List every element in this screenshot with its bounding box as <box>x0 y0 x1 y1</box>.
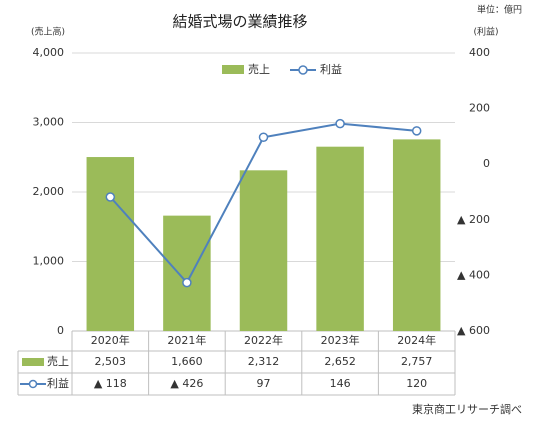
y-tick-label: 0 <box>57 324 64 337</box>
line-marker <box>258 132 269 142</box>
table-key-marker <box>28 379 38 389</box>
y-tick-label: 1,000 <box>33 255 65 268</box>
table-value: 97 <box>257 377 271 390</box>
y2-tick-label: 0 <box>483 157 490 170</box>
y2-tick-label: ▲ 400 <box>457 268 490 281</box>
line-marker <box>105 192 116 202</box>
bar <box>392 139 441 331</box>
table-value: 2,312 <box>248 355 280 368</box>
y2-tick-label: 200 <box>469 102 490 115</box>
y-tick-label: 4,000 <box>33 46 65 59</box>
table-row-label: 利益 <box>47 376 69 390</box>
line-marker <box>335 118 345 129</box>
legend-swatch <box>222 65 244 74</box>
x-tick-label: 2022年 <box>244 333 283 347</box>
y-axis-label: (売上高) <box>31 26 65 38</box>
bar <box>163 215 211 331</box>
line-marker <box>182 277 192 288</box>
bar <box>239 170 288 331</box>
source-note: 東京商工リサーチ調べ <box>412 402 522 416</box>
y2-tick-label: ▲ 200 <box>457 213 490 226</box>
table-value: ▲ 118 <box>94 377 127 390</box>
bar <box>86 157 135 331</box>
unit-note: 単位：億円 <box>477 4 522 16</box>
x-tick-label: 2021年 <box>167 333 206 347</box>
table-value: 120 <box>406 377 427 390</box>
table-value: 2,652 <box>324 355 356 368</box>
table-value: 1,660 <box>171 355 203 368</box>
x-tick-label: 2024年 <box>397 333 436 347</box>
chart-title: 結婚式場の業績推移 <box>172 13 307 31</box>
y2-tick-label: ▲ 600 <box>457 324 490 337</box>
legend-label: 売上 <box>248 63 270 76</box>
table-row-label: 売上 <box>47 355 69 368</box>
line-marker <box>411 126 422 136</box>
y-tick-label: 3,000 <box>33 116 65 129</box>
table-value: 146 <box>330 377 351 390</box>
table-value: ▲ 426 <box>170 377 203 390</box>
legend-label: 利益 <box>320 62 342 76</box>
x-tick-label: 2023年 <box>321 333 360 347</box>
table-value: 2,757 <box>401 355 433 368</box>
x-tick-label: 2020年 <box>91 333 130 347</box>
table-value: 2,503 <box>95 355 127 368</box>
legend-marker <box>298 65 308 75</box>
bar <box>316 146 364 331</box>
table-key <box>22 358 44 366</box>
y2-tick-label: 400 <box>469 46 490 59</box>
y2-axis-label: (利益) <box>473 26 498 38</box>
y-tick-label: 2,000 <box>33 185 65 198</box>
